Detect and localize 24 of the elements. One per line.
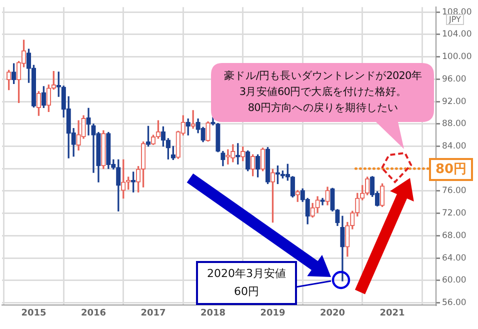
x-tick-label: 2016 (80, 308, 106, 319)
y-tick-label: 92.00 (442, 96, 466, 107)
annotation: 2020年3月安値 60円 (196, 261, 297, 305)
y-tick-label: 100.00 (442, 52, 472, 62)
y-tick-label: 56.00 (442, 298, 466, 308)
y-tick-label: 64.00 (442, 253, 466, 264)
y-tick-label: 72.00 (442, 208, 466, 219)
y-tick-label: 96.00 (442, 74, 466, 84)
y-tick-label: 60.00 (442, 276, 466, 286)
y-tick-label: 104.00 (442, 30, 472, 40)
y-tick-label: 84.00 (442, 141, 466, 152)
y-tick-label: 76.00 (442, 186, 466, 196)
ref-line-label: 80円 (429, 158, 473, 181)
x-tick-label: 2020 (320, 308, 346, 319)
annotation: 豪ドル/円も長いダウントレンドが2020年 3月安値60円で大底を付けた格好。 80円方向への戻りを期待したい (223, 69, 423, 116)
y-axis-title: JPY (446, 14, 464, 25)
candlestick (190, 110, 196, 129)
x-tick-label: 2021 (380, 308, 405, 319)
x-tick-label: 2015 (21, 308, 46, 319)
y-tick-label: 88.00 (442, 119, 466, 130)
x-tick-label: 2017 (140, 308, 166, 319)
x-tick-label: 2019 (260, 308, 286, 319)
y-tick-label: 68.00 (442, 230, 466, 241)
x-tick-label: 2018 (200, 308, 226, 319)
